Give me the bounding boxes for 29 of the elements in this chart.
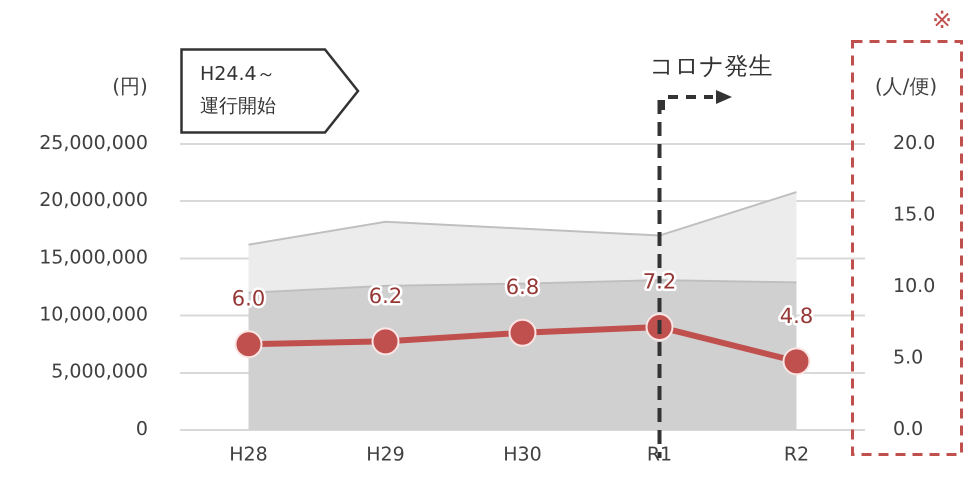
text: ※ (932, 6, 952, 34)
y2-axis-title: (人/便) (874, 74, 938, 98)
y-tick-label: 25,000,000 (39, 132, 148, 154)
ref-line-label: コロナ発生 (650, 52, 772, 80)
data-label: 6.8 (506, 275, 540, 300)
x-tick-label: H28 (229, 443, 268, 466)
point (372, 327, 400, 356)
x-tick-label: H29 (366, 443, 405, 466)
point (508, 318, 536, 347)
y2-tick-label: 15.0 (893, 203, 936, 226)
y-tick-label: 10,000,000 (39, 304, 148, 326)
data-label: 6.2 (368, 284, 402, 308)
point (782, 347, 810, 376)
y-tick-label: 5,000,000 (51, 360, 148, 383)
x-tick-label: R2 (784, 443, 810, 466)
y-tick-label: 15,000,000 (39, 246, 148, 268)
data-label: 6.0 (232, 286, 266, 311)
data-label: 4.8 (780, 304, 814, 328)
y2-tick-label: 10.0 (893, 274, 936, 297)
y2-tick-label: 5.0 (893, 346, 924, 368)
y2-tick-label: 0.0 (893, 418, 924, 440)
point (234, 330, 262, 358)
y-tick-label: 20,000,000 (39, 189, 148, 212)
y-axis-title: (円) (112, 74, 148, 98)
y2-tick-label: 20.0 (893, 132, 936, 154)
x-tick-label: R1 (646, 443, 672, 466)
x-tick-label: H30 (503, 443, 542, 466)
callout-box: H24.4～運行開始 (180, 48, 360, 134)
y-tick-label: 0 (136, 418, 148, 440)
